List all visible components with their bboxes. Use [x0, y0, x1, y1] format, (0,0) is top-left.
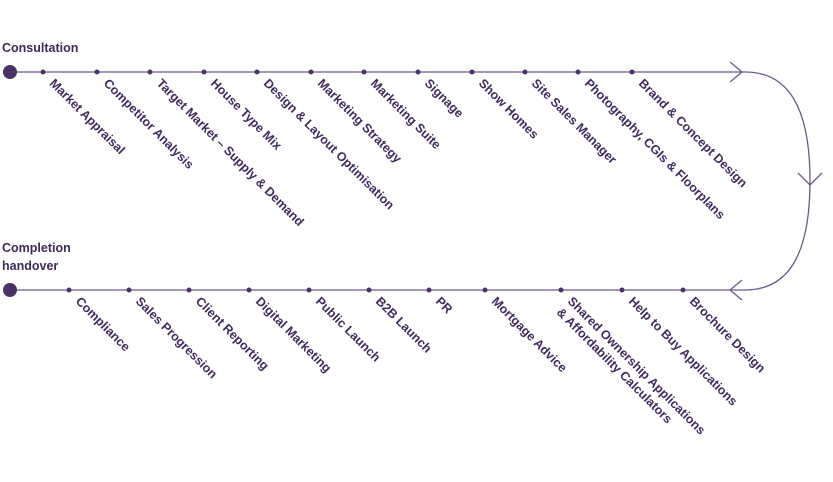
- end-label: Completion: [2, 241, 71, 255]
- step-label: PR: [433, 294, 455, 316]
- step-dot: [558, 287, 564, 293]
- step-label: Shared Ownership Applications: [565, 294, 708, 437]
- step-dot: [254, 69, 260, 75]
- step-dot: [575, 69, 581, 75]
- step-dot: [426, 287, 432, 293]
- step-dot: [147, 69, 153, 75]
- step-label: Mortgage Advice: [489, 294, 570, 375]
- arrow: [797, 172, 823, 186]
- arrow: [729, 61, 744, 83]
- start-dot: [3, 65, 17, 79]
- step-dot: [306, 287, 312, 293]
- step-dot: [415, 69, 421, 75]
- step-dot: [186, 287, 192, 293]
- step-dot: [366, 287, 372, 293]
- step-label: Compliance: [73, 294, 133, 354]
- step-dot: [66, 287, 72, 293]
- step-dot: [94, 69, 100, 75]
- step-label: B2B Launch: [373, 294, 434, 355]
- start-label: Consultation: [2, 41, 78, 55]
- flow-line: [10, 71, 811, 291]
- step-dot: [246, 287, 252, 293]
- end-label: handover: [2, 259, 58, 273]
- step-dot: [680, 287, 686, 293]
- step-dot: [308, 69, 314, 75]
- step-label: Competitor Analysis: [101, 76, 197, 172]
- step-dot: [361, 69, 367, 75]
- step-dot: [619, 287, 625, 293]
- end-dot: [3, 283, 17, 297]
- step-dot: [482, 287, 488, 293]
- step-dot: [629, 69, 635, 75]
- step-dot: [40, 69, 46, 75]
- step-label: Signage: [422, 76, 466, 120]
- step-dot: [469, 69, 475, 75]
- step-dot: [522, 69, 528, 75]
- step-dot: [126, 287, 132, 293]
- step-label: Brand & Concept Design: [636, 76, 750, 190]
- step-dot: [201, 69, 207, 75]
- arrow: [728, 279, 743, 301]
